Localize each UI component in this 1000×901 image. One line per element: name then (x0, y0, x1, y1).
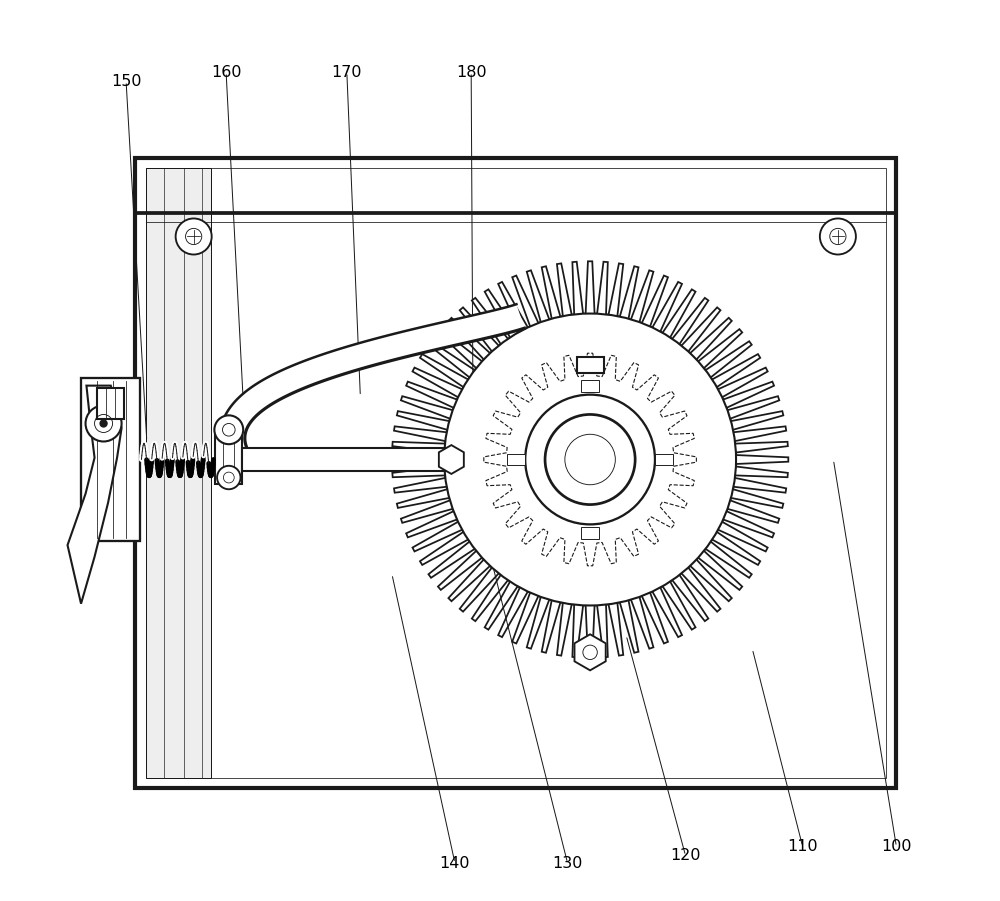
Bar (577, 357, 604, 373)
Bar (97, 388, 124, 419)
Text: 110: 110 (787, 840, 818, 854)
Circle shape (86, 405, 122, 441)
Bar (135, 158, 896, 788)
Bar (507, 454, 525, 465)
Text: 150: 150 (111, 74, 141, 88)
Circle shape (444, 314, 736, 605)
Text: 120: 120 (670, 849, 701, 863)
Circle shape (217, 466, 241, 489)
Bar (581, 527, 599, 539)
Circle shape (176, 218, 212, 254)
Text: 100: 100 (881, 840, 912, 854)
Bar (146, 168, 886, 778)
Circle shape (820, 218, 856, 254)
Text: 160: 160 (211, 65, 241, 79)
Bar (81, 378, 140, 541)
Bar (215, 435, 242, 484)
Polygon shape (484, 353, 696, 566)
Bar (242, 448, 453, 471)
Bar (581, 380, 599, 392)
Polygon shape (392, 261, 788, 658)
Circle shape (525, 395, 655, 524)
Circle shape (100, 420, 107, 427)
Text: 170: 170 (332, 65, 362, 79)
Text: 130: 130 (552, 856, 583, 870)
Bar (655, 454, 673, 465)
Polygon shape (220, 305, 524, 457)
Bar (146, 168, 211, 778)
Text: 140: 140 (440, 856, 470, 870)
Circle shape (545, 414, 635, 505)
Circle shape (214, 415, 243, 444)
Polygon shape (68, 386, 122, 604)
Text: 180: 180 (456, 65, 486, 79)
